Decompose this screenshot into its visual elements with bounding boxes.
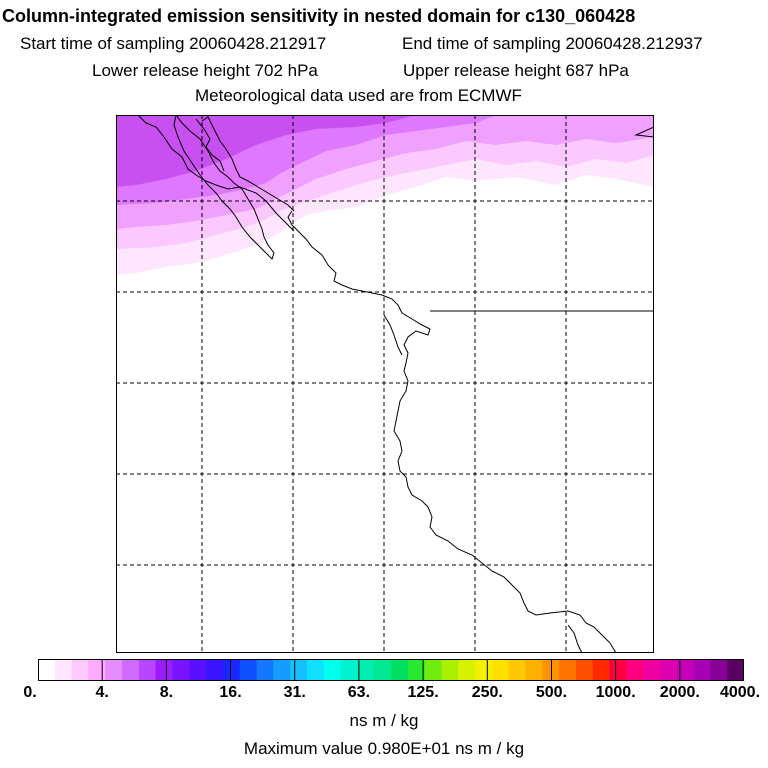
sierra-coast-detail <box>567 624 583 654</box>
plot-title: Column-integrated emission sensitivity i… <box>2 6 636 26</box>
colorbar-cells <box>38 659 744 681</box>
colorbar-cell <box>71 659 90 681</box>
colorbar-cell <box>491 659 510 681</box>
colorbar-cell <box>374 659 392 681</box>
end-time-label: End time of sampling 20060428.212937 <box>402 34 703 53</box>
colorbar-tick-label: 16. <box>219 684 242 701</box>
colorbar-cell <box>559 659 577 681</box>
maximum-value-label: Maximum value 0.980E+01 ns m / kg <box>243 739 525 758</box>
colorbar-cell <box>172 659 190 681</box>
colorbar-cell <box>206 659 224 681</box>
colorbar-cell <box>38 659 56 681</box>
colorbar-cell <box>54 659 73 681</box>
colorbar-tick-label: 125. <box>407 684 439 701</box>
inland-channel <box>195 118 225 172</box>
colorbar-cell <box>609 659 627 681</box>
colorbar-cell <box>340 659 358 681</box>
colorbar-tick-label: 8. <box>159 684 174 701</box>
colorbar-cell <box>290 659 308 681</box>
colorbar-cell <box>659 659 678 681</box>
colorbar-cell <box>323 659 342 681</box>
colorbar-cell <box>122 659 140 681</box>
colorbar-cell <box>508 659 527 681</box>
colorbar-tick-label: 4000. <box>719 684 761 701</box>
graticule <box>116 115 654 653</box>
upper-release-height-label: Upper release height 687 hPa <box>403 61 629 80</box>
colorbar-cell <box>676 659 695 681</box>
colorbar-cell <box>693 659 711 681</box>
colorbar-cell <box>239 659 258 681</box>
colorbar-tick-label: 500. <box>535 684 568 701</box>
colorbar-cell <box>407 659 426 681</box>
colorbar-cell <box>105 659 123 681</box>
colorbar-units: ns m / kg <box>349 711 419 730</box>
colorbar-tick-label: 2000. <box>659 684 700 701</box>
colorbar-frame <box>38 659 744 681</box>
colorbar-tick-label: 31. <box>283 684 306 701</box>
start-time-label: Start time of sampling 20060428.212917 <box>20 34 327 53</box>
plume-level-5 <box>116 115 416 187</box>
colorbar-cell <box>575 659 594 681</box>
lower-release-height-label: Lower release height 702 hPa <box>92 61 318 80</box>
met-data-label: Meteorological data used are from ECMWF <box>195 86 522 105</box>
colorbar-cell <box>626 659 644 681</box>
north-coast-islands <box>137 114 295 232</box>
colorbar-cell <box>643 659 661 681</box>
colorbar-cell <box>222 659 241 681</box>
colorbar-cell <box>475 659 493 681</box>
colorbar-cell <box>458 659 476 681</box>
colorbar-cell <box>273 659 291 681</box>
us-coast <box>287 210 617 654</box>
inner-coast <box>201 116 295 212</box>
colorbar-tick-label: 63. <box>347 684 371 701</box>
puget-sound <box>383 314 403 356</box>
colorbar-cell <box>256 659 274 681</box>
vancouver-island <box>173 113 275 260</box>
colorbar-cell <box>306 659 325 681</box>
colorbar-dividers <box>101 659 681 681</box>
colorbar-cell <box>138 659 157 681</box>
colorbar-cell <box>391 659 409 681</box>
colorbar-tick-label: 1000. <box>595 684 636 701</box>
map-frame <box>116 115 654 653</box>
colorbar-cell <box>441 659 459 681</box>
colorbar-cell <box>155 659 174 681</box>
colorbar-tick-label: 0. <box>23 684 37 701</box>
map-svg <box>116 113 655 654</box>
colorbar-cell <box>727 659 744 681</box>
colorbar-cell <box>424 659 443 681</box>
colorbar-cell <box>189 659 207 681</box>
colorbar-cell <box>592 659 611 681</box>
colorbar-cell <box>525 659 543 681</box>
colorbar-tick-label: 4. <box>95 684 109 701</box>
colorbar-cell <box>542 659 560 681</box>
colorbar-cell <box>88 659 106 681</box>
colorbar <box>38 659 744 681</box>
emission-sensitivity-map <box>116 113 655 654</box>
colorbar-cell <box>710 659 728 681</box>
colorbar-tick-label: 250. <box>471 684 503 701</box>
colorbar-cell <box>357 659 375 681</box>
